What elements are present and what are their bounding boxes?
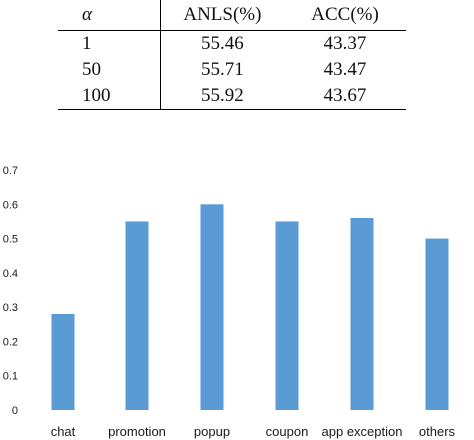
y-tick-label: 0	[12, 405, 18, 417]
cell-acc: 43.37	[323, 32, 367, 54]
table-row: 50 55.71 43.47	[58, 56, 406, 83]
y-tick-label: 0.2	[3, 336, 18, 348]
x-category-label: chat	[51, 424, 76, 439]
results-table: α ANLS(%) ACC(%) 1 55.46 43.37 50 55.71 …	[58, 0, 406, 110]
bar-others	[425, 238, 449, 410]
header-alpha: α	[58, 0, 161, 31]
y-tick-label: 0.4	[3, 268, 18, 280]
x-category-label: coupon	[266, 424, 309, 439]
bar-popup	[200, 204, 224, 410]
x-category-label: app exception	[322, 424, 403, 439]
bar-app-exception	[350, 218, 374, 410]
cell-anls: 55.46	[159, 30, 285, 57]
cell-alpha: 100	[58, 82, 161, 110]
header-acc: ACC(%)	[284, 0, 406, 31]
cell-anls: 55.71	[159, 56, 285, 83]
y-tick-label: 0.3	[3, 302, 18, 314]
cell-anls-best: 55.92	[159, 82, 285, 110]
table-header-row: α ANLS(%) ACC(%)	[58, 0, 406, 31]
y-tick-label: 0.1	[3, 371, 18, 383]
y-tick-label: 0.6	[3, 199, 18, 211]
cell-acc-best: 43.67	[284, 82, 406, 110]
y-tick-label: 0.7	[3, 165, 18, 177]
table-row: 1 55.46 43.37	[58, 30, 406, 57]
bar-chat	[51, 314, 75, 410]
x-category-label: promotion	[108, 424, 166, 439]
bar-promotion	[125, 221, 149, 410]
x-category-label: popup	[194, 424, 230, 439]
header-anls: ANLS(%)	[159, 0, 285, 31]
y-tick-label: 0.5	[3, 234, 18, 246]
bar-coupon	[275, 221, 299, 410]
cell-acc: 43.47	[323, 58, 367, 80]
x-category-label: others	[419, 424, 456, 439]
cell-alpha: 1	[82, 32, 92, 54]
cell-alpha: 50	[82, 58, 101, 80]
table-row: 100 55.92 43.67	[58, 82, 406, 110]
